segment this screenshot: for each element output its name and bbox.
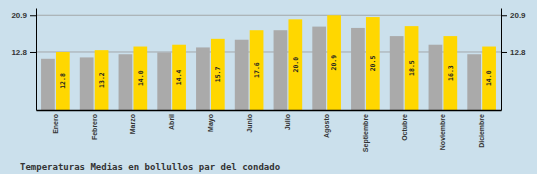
y-right-tick-label: 12.8 [510,48,526,57]
y-right-axis-line [501,9,502,111]
bar [172,45,186,110]
data-label: 16.3 [447,65,455,81]
series [56,15,496,110]
x-tick: Junio [246,114,253,133]
x-tick-label: Marzo [129,114,136,134]
x-tick: Julio [284,114,291,130]
x-tick: Diciembre [478,114,485,148]
bar [443,36,457,110]
data-label: 17.6 [253,62,261,78]
title: Temperaturas Medias en bollullos par del… [20,162,280,172]
y-right-tick: 20.9 [501,11,526,20]
x-tick: Marzo [129,114,136,134]
data-label: 18.5 [408,60,416,76]
x-tick-label: Septiembre [362,114,370,152]
bar [250,30,264,110]
x-tick-label: Enero [52,114,59,134]
y-right-tick-label: 20.9 [510,11,526,20]
bar [41,59,55,110]
bar [196,47,210,110]
bar [366,17,380,110]
y-axis: 12.8 20.9 [11,9,36,111]
grid-line [36,15,501,16]
data-label: 14.0 [485,70,493,86]
x-tick: Noviembre [439,114,446,150]
data-label: 20.0 [292,57,300,73]
bar [211,39,225,110]
x-tick: Octubre [401,114,408,141]
plot-area [36,15,501,110]
series [41,27,481,110]
bar [467,54,481,110]
bar [80,57,94,110]
x-tick-label: Diciembre [478,114,485,148]
y-left-tick-label: 20.9 [11,11,27,20]
y-left-tick-label: 12.8 [11,48,27,57]
bar [429,45,443,110]
x-tick-label: Octubre [401,114,408,141]
data-labels: 12.8 13.2 14.0 14.4 15.7 17.6 20.0 20.9 20.5 18.5… [59,55,493,89]
y-axis-right: 12.8 20.9 [501,9,526,111]
data-label: 20.5 [369,56,377,72]
bar [312,27,326,110]
chart: Enero Febrero Marzo Abril Mayo Junio Julio Agos… [0,0,537,174]
bar [351,28,365,110]
y-right-tick: 12.8 [501,48,526,57]
y-left-tick-mark [30,52,36,53]
y-right-tick-mark [501,15,507,16]
y-left-tick: 12.8 [11,48,36,57]
bar [288,19,302,110]
x-tick-label: Noviembre [439,114,446,150]
bar [327,15,341,110]
data-label: 14.4 [175,69,183,85]
x-tick: Agosto [323,114,331,138]
y-left-tick-mark [30,15,36,16]
data-label: 20.9 [330,55,338,71]
x-tick: Febrero [91,114,98,140]
data-label: 13.2 [98,72,106,88]
x-tick-label: Junio [246,114,253,133]
x-tick: Enero [52,114,59,134]
bar [235,40,249,110]
x-tick: Mayo [207,114,215,132]
x-axis-line [37,110,502,112]
x-tick-label: Abril [168,114,175,130]
bar [119,54,133,110]
x-tick-label: Julio [284,114,291,130]
x-axis: Enero Febrero Marzo Abril Mayo Junio Julio Agos… [37,111,502,153]
x-tick-label: Mayo [207,114,215,132]
y-right-tick-mark [501,52,507,53]
data-label: 15.7 [214,67,222,83]
x-tick-label: Febrero [91,114,98,140]
bar [157,52,171,110]
bar [405,26,419,110]
data-label: 12.8 [59,73,67,89]
bar [56,52,70,110]
x-tick: Septiembre [362,114,370,152]
bar [274,30,288,110]
data-label: 14.0 [137,70,145,86]
bar [482,47,496,110]
bar [95,50,109,110]
bar [390,36,404,110]
y-left-tick: 20.9 [11,11,36,20]
x-tick: Abril [168,114,175,130]
x-tick-label: Agosto [323,114,331,138]
bar [133,47,147,110]
y-left-axis-line [36,9,37,111]
